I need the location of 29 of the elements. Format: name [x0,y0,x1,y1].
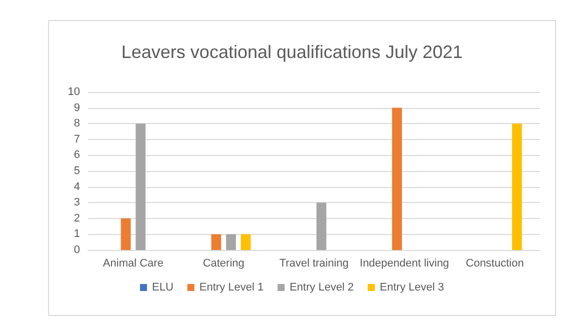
legend-label: Entry Level 3 [380,282,444,294]
y-tick-label: 10 [68,86,80,98]
y-tick-label: 5 [74,165,80,177]
y-tick-label: 6 [74,149,80,162]
x-tick-label: Travel training [279,258,349,270]
y-tick-label: 8 [74,118,80,130]
y-tick-label: 3 [74,196,80,209]
bar [211,234,222,250]
legend-label: Entry Level 1 [199,282,264,294]
x-tick-label: Animal Care [102,258,164,270]
bar [392,108,402,250]
x-tick-label: Independent living [360,258,450,270]
bar [240,234,251,250]
x-tick-label: Constuction [466,258,524,270]
bar [316,202,326,250]
y-tick-label: 9 [74,102,80,114]
x-tick-label: Catering [202,258,244,270]
bar [120,218,131,250]
bar [226,234,236,250]
y-tick-label: 4 [74,180,80,193]
y-tick-label: 1 [74,228,80,240]
y-tick-label: 0 [74,244,80,256]
chart-title: Leavers vocational qualifications July 2021 [121,42,463,62]
legend-label: ELU [152,282,174,294]
bar [136,124,146,250]
y-tick-label: 2 [74,212,80,224]
bar [512,124,522,250]
legend-label: Entry Level 2 [290,282,354,294]
y-tick-label: 7 [74,133,80,146]
